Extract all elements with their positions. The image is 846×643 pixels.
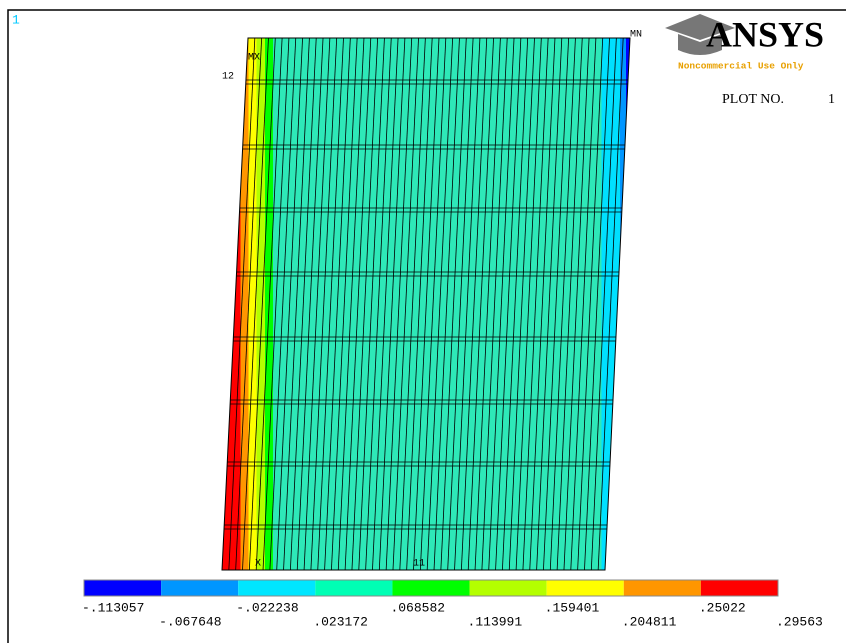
mesh-line bbox=[488, 37, 515, 571]
logo-icon bbox=[665, 14, 735, 55]
mesh-line bbox=[419, 37, 447, 571]
node-label: 12 bbox=[222, 72, 234, 83]
mesh-line bbox=[590, 37, 617, 571]
legend-border bbox=[83, 579, 779, 597]
mesh-line bbox=[228, 37, 256, 571]
mesh-line bbox=[440, 37, 467, 571]
mesh-line bbox=[563, 37, 590, 571]
mesh-line bbox=[344, 37, 372, 571]
mesh-line bbox=[577, 37, 604, 571]
mesh-line bbox=[529, 37, 556, 571]
mesh-line bbox=[556, 37, 583, 571]
mesh-line bbox=[515, 37, 542, 571]
mesh-line bbox=[570, 37, 597, 571]
mesh-line bbox=[549, 37, 576, 571]
mesh-line bbox=[310, 37, 338, 571]
legend-label: .023172 bbox=[313, 614, 368, 629]
legend-label: .068582 bbox=[390, 600, 445, 615]
mesh bbox=[224, 37, 629, 571]
mesh-line bbox=[584, 37, 610, 571]
mesh-line bbox=[372, 37, 399, 571]
legend-label: .159401 bbox=[545, 600, 600, 615]
mesh-line bbox=[597, 37, 624, 571]
legend-label: .25022 bbox=[699, 600, 746, 615]
mesh-line bbox=[351, 37, 379, 571]
mesh-line bbox=[331, 37, 358, 571]
mesh-line bbox=[289, 37, 317, 571]
mesh-line bbox=[365, 37, 392, 571]
mesh-line bbox=[543, 37, 570, 571]
mesh-line bbox=[426, 37, 454, 571]
mesh-line bbox=[283, 37, 310, 571]
max-marker: MX bbox=[248, 53, 260, 64]
mesh-line bbox=[399, 37, 426, 571]
mesh-line bbox=[460, 37, 488, 571]
plot-label: PLOT NO. bbox=[722, 92, 784, 107]
mesh-line bbox=[262, 37, 290, 571]
mesh-line bbox=[454, 37, 481, 571]
mesh-line bbox=[235, 37, 263, 571]
logo-name: ANSYS bbox=[706, 14, 824, 54]
legend: -.113057 -.067648 -.022238 .023172 .068582 .1… bbox=[82, 579, 823, 629]
mesh-line bbox=[248, 37, 276, 571]
mesh-line bbox=[433, 37, 460, 571]
legend-swatch bbox=[315, 580, 393, 596]
plot-number: 1 bbox=[828, 92, 835, 107]
mesh-line bbox=[406, 37, 433, 571]
mesh-line bbox=[495, 37, 522, 571]
legend-swatch bbox=[469, 580, 547, 596]
mesh-line bbox=[522, 37, 549, 571]
legend-label: -.022238 bbox=[236, 600, 298, 615]
legend-swatch bbox=[238, 580, 316, 596]
mesh-line bbox=[337, 37, 365, 571]
mesh-line bbox=[392, 37, 419, 571]
min-marker: MN bbox=[630, 30, 642, 41]
mesh-line bbox=[536, 37, 563, 571]
legend-swatch bbox=[546, 580, 624, 596]
mesh-line bbox=[467, 37, 494, 571]
mesh-line bbox=[502, 37, 529, 571]
legend-swatch bbox=[623, 580, 701, 596]
window-number: 1 bbox=[12, 12, 20, 27]
mesh-line bbox=[317, 37, 344, 571]
legend-swatch bbox=[84, 580, 162, 596]
mesh-line bbox=[242, 37, 269, 571]
legend-label: .204811 bbox=[622, 614, 677, 629]
legend-swatch bbox=[700, 580, 778, 596]
legend-label: .29563 bbox=[776, 614, 823, 629]
mesh-line bbox=[385, 37, 413, 571]
legend-swatch bbox=[392, 580, 470, 596]
node-label: 11 bbox=[413, 559, 425, 570]
mesh-line bbox=[474, 37, 501, 571]
mesh-line bbox=[358, 37, 385, 571]
mesh-line bbox=[378, 37, 406, 571]
mesh-line bbox=[447, 37, 474, 571]
mesh-line bbox=[413, 37, 440, 571]
mesh-line bbox=[303, 37, 331, 571]
logo-notice: Noncommercial Use Only bbox=[678, 61, 804, 72]
legend-label: .113991 bbox=[468, 614, 523, 629]
mesh-line bbox=[324, 37, 351, 571]
mesh-line bbox=[296, 37, 324, 571]
mesh-line bbox=[508, 37, 535, 571]
legend-swatch bbox=[161, 580, 239, 596]
mesh-line bbox=[255, 37, 283, 571]
mesh-line bbox=[276, 37, 303, 571]
mesh-line bbox=[481, 37, 508, 571]
legend-label: -.067648 bbox=[159, 614, 221, 629]
axis-label: X bbox=[255, 559, 261, 570]
mesh-line bbox=[269, 37, 297, 571]
legend-label: -.113057 bbox=[82, 600, 144, 615]
